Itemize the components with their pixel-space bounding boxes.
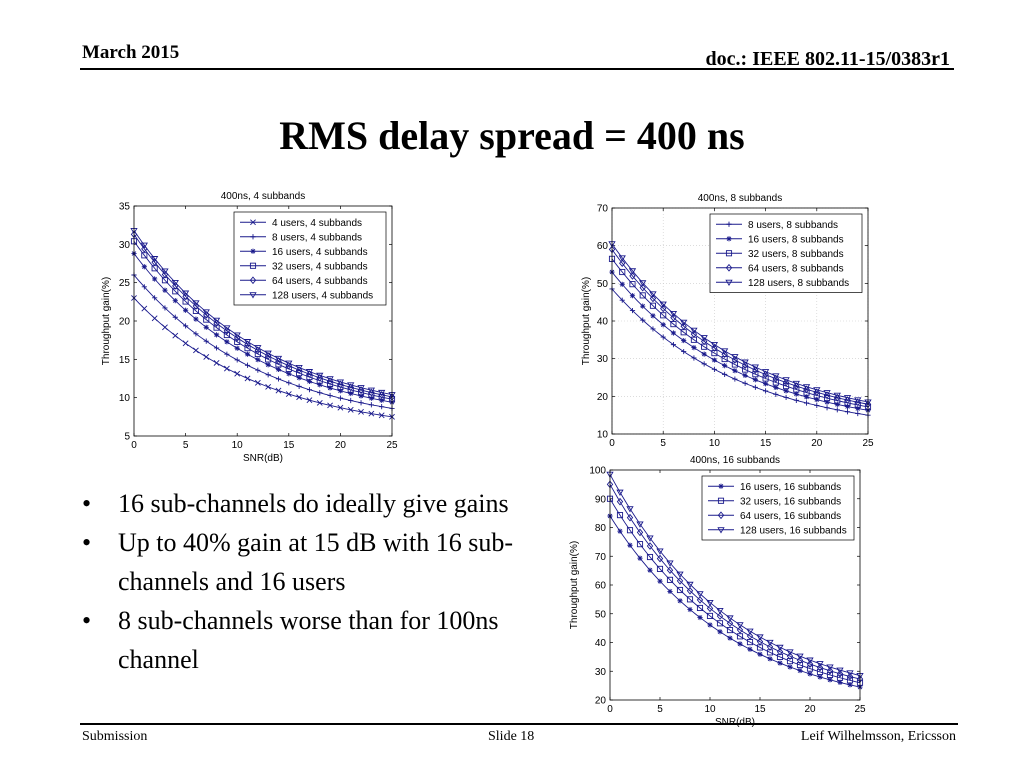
y-tick-label: 40 (597, 317, 609, 328)
legend-label: 64 users, 4 subbands (272, 276, 368, 287)
chart-title: 400ns, 8 subbands (698, 193, 783, 204)
y-tick-label: 30 (595, 667, 607, 678)
chart-8-subbands: 0 5 10 15 20 25 10 20 30 40 50 60 70 8 users, 8 subba… (578, 188, 910, 448)
y-tick-label: 30 (597, 354, 609, 365)
series-line (133, 241, 393, 400)
x-tick-label: 15 (754, 704, 766, 715)
y-tick-label: 50 (595, 609, 607, 620)
series-markers (130, 228, 396, 399)
y-tick-label: 90 (595, 494, 607, 505)
plot-frame (611, 207, 869, 435)
series-markers (131, 295, 395, 420)
x-tick-label: 10 (709, 438, 721, 448)
plot-frame (133, 205, 393, 437)
y-tick-label: 60 (597, 241, 609, 252)
series-markers (609, 269, 871, 413)
y-tick-label: 30 (119, 240, 131, 251)
legend-label: 16 users, 8 subbands (748, 234, 844, 245)
y-axis-label: Throughput gain(%) (581, 277, 592, 365)
bullet-list: 16 sub-channels do ideally give gains Up… (82, 484, 562, 679)
y-tick-label: 20 (119, 317, 131, 328)
series-markers (608, 241, 872, 406)
y-tick-label: 35 (119, 202, 131, 213)
chart-4-subbands: 0 5 10 15 20 25 5 10 15 20 25 30 35 4 users, 4 subban… (98, 186, 442, 468)
x-tick-label: 20 (335, 440, 347, 451)
x-tick-label: 20 (811, 438, 823, 448)
y-tick-label: 20 (595, 696, 607, 707)
x-axis-label: SNR(dB) (243, 453, 283, 464)
y-tick-label: 60 (595, 581, 607, 592)
header-date: March 2015 (82, 42, 180, 63)
y-tick-label: 5 (124, 432, 130, 443)
legend-label: 128 users, 4 subbands (272, 290, 373, 301)
x-tick-label: 25 (862, 438, 874, 448)
x-tick-label: 15 (283, 440, 295, 451)
slide-title: RMS delay spread = 400 ns (279, 113, 745, 158)
legend-label: 32 users, 16 subbands (740, 496, 841, 507)
y-tick-label: 15 (119, 355, 131, 366)
bullet-item: Up to 40% gain at 15 dB with 16 sub-chan… (82, 523, 562, 601)
x-tick-label: 15 (760, 438, 772, 448)
y-tick-label: 70 (595, 552, 607, 563)
y-tick-label: 40 (595, 638, 607, 649)
y-tick-label: 50 (597, 279, 609, 290)
chart-16-subbands: 0 5 10 15 20 25 20 30 40 50 60 70 80 90 100 16 users, 1… (566, 450, 916, 728)
legend-label: 4 users, 4 subbands (272, 218, 362, 229)
x-tick-label: 10 (704, 704, 716, 715)
legend-label: 8 users, 4 subbands (272, 232, 362, 243)
bullet-item: 8 sub-channels worse than for 100ns chan… (82, 601, 562, 679)
x-tick-label: 10 (232, 440, 244, 451)
y-tick-label: 25 (119, 278, 131, 289)
x-tick-label: 5 (657, 704, 663, 715)
y-tick-label: 10 (119, 393, 131, 404)
chart-title: 400ns, 16 subbands (690, 455, 780, 466)
footer-author: Leif Wilhelmsson, Ericsson (800, 729, 956, 744)
x-tick-label: 25 (386, 440, 398, 451)
y-axis-label: Throughput gain(%) (101, 277, 112, 365)
series-line (611, 258, 869, 408)
y-tick-label: 80 (595, 523, 607, 534)
x-axis-label: SNR(dB) (715, 717, 755, 728)
footer-rule (80, 723, 958, 725)
legend-label: 32 users, 8 subbands (748, 249, 844, 260)
y-tick-label: 20 (597, 392, 609, 403)
series-line (609, 498, 861, 684)
bullet-item: 16 sub-channels do ideally give gains (82, 484, 562, 523)
legend-box (233, 211, 387, 306)
x-tick-label: 0 (607, 704, 613, 715)
plot-frame (609, 469, 861, 701)
chart-title: 400ns, 4 subbands (221, 191, 306, 202)
x-tick-label: 5 (183, 440, 189, 451)
legend-label: 64 users, 16 subbands (740, 511, 841, 522)
y-tick-label: 100 (589, 466, 606, 477)
x-tick-label: 5 (660, 438, 666, 448)
footer-submission: Submission (82, 729, 148, 744)
y-tick-label: 70 (597, 204, 609, 215)
x-tick-label: 0 (609, 438, 615, 448)
header-rule (80, 68, 954, 70)
x-tick-label: 20 (804, 704, 816, 715)
legend-label: 16 users, 4 subbands (272, 247, 368, 258)
legend-label: 32 users, 4 subbands (272, 261, 368, 272)
legend-label: 128 users, 8 subbands (748, 278, 849, 289)
legend-label: 64 users, 8 subbands (748, 263, 844, 274)
legend-label: 128 users, 16 subbands (740, 525, 847, 536)
y-tick-label: 10 (597, 430, 609, 441)
series-markers (608, 255, 872, 410)
series-markers (606, 471, 864, 680)
legend-label: 8 users, 8 subbands (748, 220, 838, 231)
chart-svg: 0 5 10 15 20 25 20 30 40 50 60 70 80 90 100 16 users, 1… (569, 455, 866, 728)
header-doc-id: doc.: IEEE 802.11-15/0383r1 (705, 48, 950, 70)
footer-slide-number: Slide 18 (488, 729, 535, 744)
x-tick-label: 0 (131, 440, 137, 451)
series-markers (131, 272, 395, 411)
legend-label: 16 users, 16 subbands (740, 482, 841, 493)
y-axis-label: Throughput gain(%) (569, 541, 580, 629)
x-tick-label: 25 (854, 704, 866, 715)
series-markers (608, 245, 872, 409)
series-markers (609, 286, 871, 418)
chart-svg: 0 5 10 15 20 25 10 20 30 40 50 60 70 8 users, 8 subba… (581, 193, 874, 448)
